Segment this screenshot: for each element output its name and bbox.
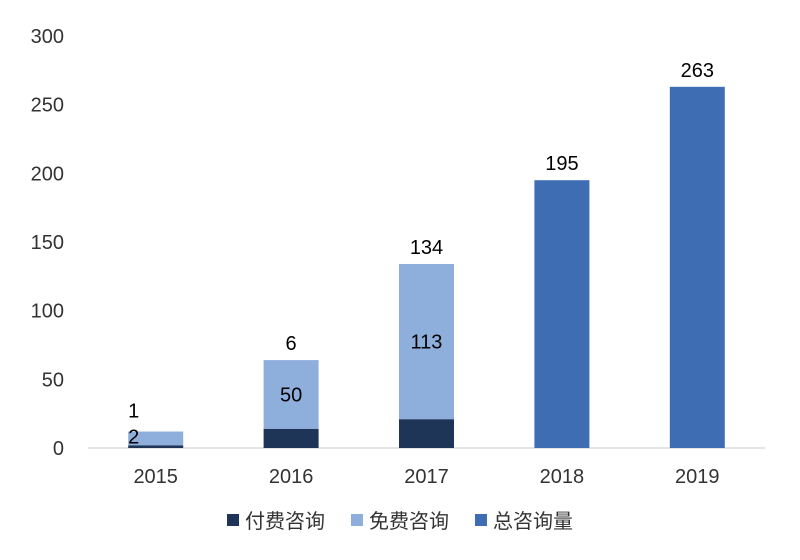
legend-item-paid: 付费咨询 [227,505,325,534]
data-label: 134 [410,237,443,259]
legend-swatch-paid [227,513,239,526]
data-label: 195 [545,153,578,175]
y-tick-label: 300 [31,26,64,48]
bar-2015-series-1 [128,431,184,446]
y-tick-label: 200 [31,163,64,185]
data-label: 6 [286,333,297,355]
y-tick-label: 100 [31,301,64,323]
legend-label-free: 免费咨询 [369,509,449,533]
bar-2017-series-1 [399,263,454,420]
data-label: 50 [280,384,302,406]
legend-label-paid: 付费咨询 [245,509,325,533]
y-tick-label: 50 [42,369,64,391]
x-tick-label: 2019 [675,466,720,488]
legend-swatch-total [475,513,487,526]
y-tick-label: 150 [31,232,64,254]
data-label: 263 [681,60,714,82]
data-label: 1 [128,401,139,423]
x-tick-label: 2018 [540,466,585,488]
legend-item-free: 免费咨询 [351,505,449,534]
y-tick-label: 0 [53,438,64,460]
bar-2018-series-2 [534,180,590,448]
legend-item-total: 总咨询量 [475,505,573,534]
y-tick-label: 250 [31,95,64,117]
legend-label-total: 总咨询量 [493,509,573,533]
legend-swatch-free [351,513,363,526]
x-tick-label: 2017 [404,466,449,488]
x-tick-label: 2015 [133,466,178,488]
bar-2019-series-2 [669,86,725,449]
data-label: 113 [411,332,443,354]
bar-2016-series-1 [263,360,319,429]
bar-2017-series-0 [399,419,454,448]
data-label: 2 [128,426,139,448]
x-tick-label: 2016 [269,466,314,488]
legend: 付费咨询 免费咨询 总咨询量 [0,505,800,534]
bar-2016-series-0 [263,428,319,448]
bar-2015-series-0 [128,445,184,448]
